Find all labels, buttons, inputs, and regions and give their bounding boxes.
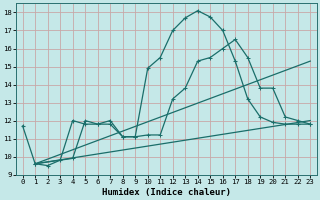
X-axis label: Humidex (Indice chaleur): Humidex (Indice chaleur)	[102, 188, 231, 197]
